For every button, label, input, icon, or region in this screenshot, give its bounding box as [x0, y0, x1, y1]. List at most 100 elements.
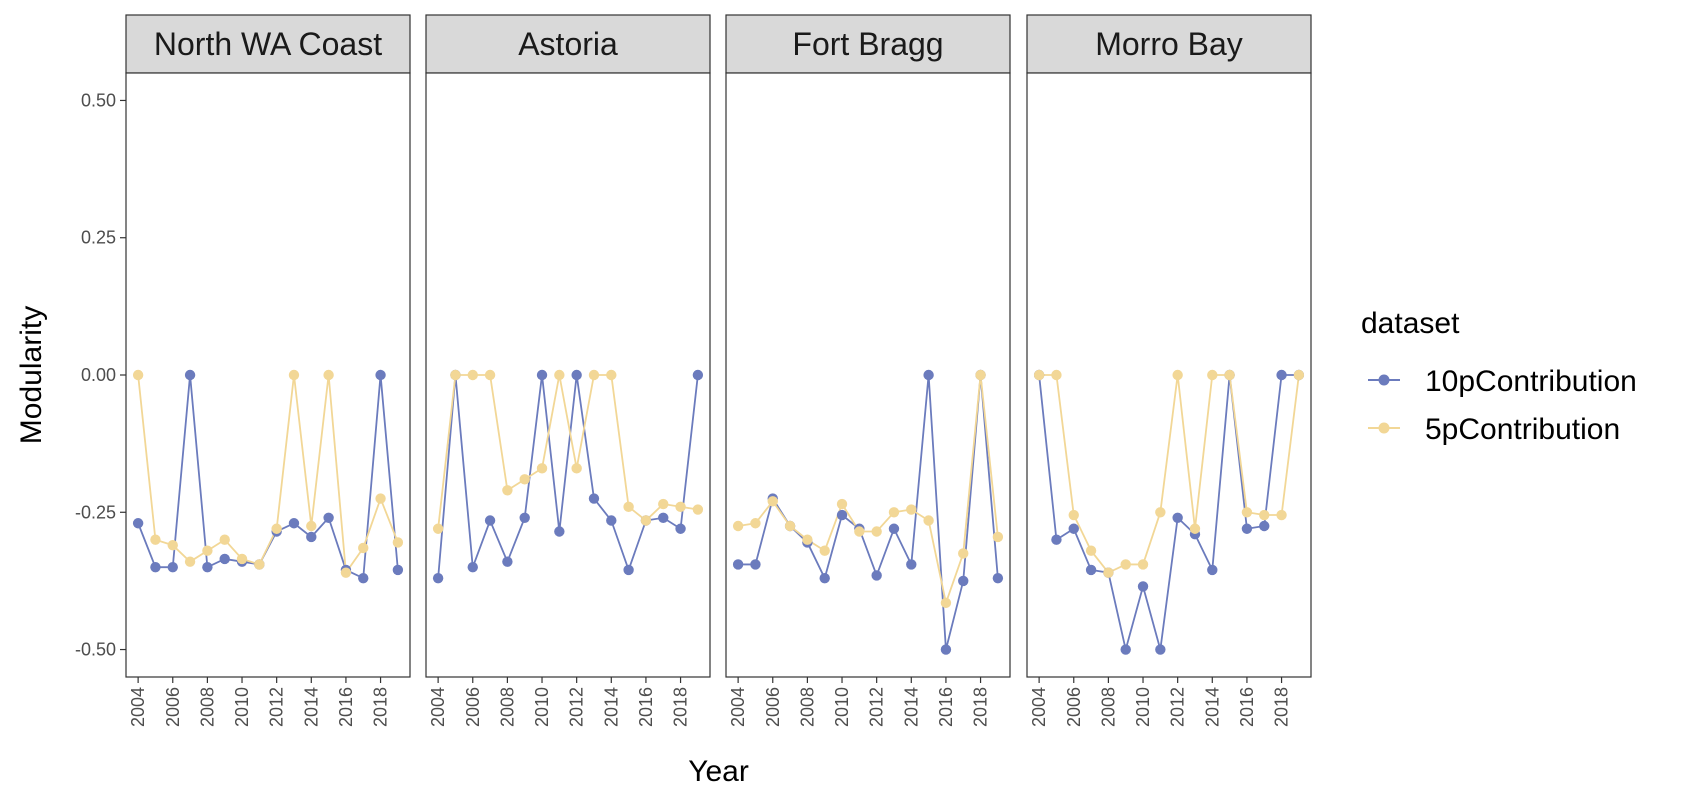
data-point-10pContribution — [1120, 644, 1131, 655]
series-line-10pContribution — [437, 374, 699, 579]
data-point-10pContribution — [1172, 512, 1183, 523]
data-point-5pContribution — [836, 498, 848, 510]
data-point-5pContribution — [1068, 509, 1079, 521]
data-point-5pContribution — [450, 369, 461, 381]
data-point-5pContribution — [750, 518, 761, 529]
data-point-5pContribution — [1172, 369, 1183, 381]
x-tick-label: 2016 — [936, 687, 956, 727]
x-tick-label: 2006 — [1064, 687, 1084, 727]
data-point-5pContribution — [906, 504, 917, 515]
facet-panels: North WA Coast 2004 2006 2008 2010 2012 2014 20… — [125, 14, 1312, 727]
legend-title: dataset — [1361, 307, 1460, 340]
data-point-5pContribution — [323, 369, 334, 381]
x-tick-label: 2004 — [128, 687, 148, 727]
data-point-5pContribution — [236, 553, 248, 565]
data-point-5pContribution — [484, 369, 496, 381]
data-point-10pContribution — [1241, 523, 1253, 534]
data-point-10pContribution — [732, 559, 744, 570]
x-tick-label: 2008 — [797, 687, 817, 727]
data-point-10pContribution — [906, 559, 917, 570]
facet-panel — [1026, 72, 1312, 678]
data-point-5pContribution — [658, 498, 669, 510]
x-tick-label: 2010 — [832, 687, 852, 727]
x-tick-label: 2008 — [497, 687, 517, 727]
data-point-10pContribution — [692, 369, 704, 381]
data-point-5pContribution — [940, 597, 952, 609]
data-point-5pContribution — [150, 534, 161, 545]
data-point-10pContribution — [519, 512, 530, 523]
data-point-5pContribution — [502, 485, 513, 496]
data-point-10pContribution — [819, 572, 830, 584]
x-tick-label: 2016 — [1237, 687, 1257, 727]
legend: dataset 10pContribution 5pContribution — [1361, 307, 1637, 446]
y-tick-label: -0.25 — [75, 502, 116, 522]
data-point-5pContribution — [871, 526, 882, 537]
y-axis: 0.50 0.25 0.00 -0.25 -0.50 — [75, 90, 126, 660]
facet-strip-bg — [1026, 14, 1312, 74]
data-point-10pContribution — [1051, 534, 1062, 545]
legend-label: 5pContribution — [1425, 413, 1620, 446]
data-point-10pContribution — [606, 515, 617, 526]
x-tick-label: 2016 — [336, 687, 356, 727]
series-line-10pContribution — [1038, 374, 1299, 650]
data-point-5pContribution — [1276, 509, 1287, 521]
data-point-5pContribution — [1207, 369, 1218, 381]
data-point-10pContribution — [375, 369, 386, 381]
y-tick-label: 0.00 — [81, 365, 116, 385]
data-point-5pContribution — [167, 540, 178, 551]
series-line-5pContribution — [137, 374, 399, 576]
data-point-10pContribution — [750, 559, 761, 570]
x-tick-label: 2018 — [371, 687, 391, 727]
facet-strip-bg — [425, 14, 711, 74]
facet-panel — [725, 72, 1011, 678]
data-point-5pContribution — [1103, 567, 1114, 578]
x-tick-label: 2008 — [1098, 687, 1118, 727]
data-point-5pContribution — [358, 542, 369, 554]
data-point-10pContribution — [432, 572, 444, 584]
data-point-5pContribution — [588, 369, 600, 381]
data-point-5pContribution — [536, 463, 548, 474]
data-point-10pContribution — [1155, 644, 1166, 655]
data-point-5pContribution — [888, 507, 900, 518]
data-point-10pContribution — [888, 523, 900, 534]
data-point-10pContribution — [623, 564, 634, 576]
x-tick-label: 2006 — [763, 687, 783, 727]
series-line-5pContribution — [437, 374, 699, 529]
data-point-5pContribution — [375, 493, 386, 504]
data-point-10pContribution — [306, 531, 317, 543]
data-point-5pContribution — [554, 369, 565, 381]
data-point-10pContribution — [588, 493, 600, 504]
data-point-5pContribution — [1137, 559, 1149, 570]
data-point-5pContribution — [288, 369, 300, 381]
legend-label: 10pContribution — [1425, 365, 1637, 398]
facet-strip-bg — [125, 14, 411, 74]
data-point-5pContribution — [784, 520, 796, 532]
data-point-10pContribution — [167, 561, 178, 573]
data-point-5pContribution — [132, 369, 144, 381]
data-point-10pContribution — [536, 369, 548, 381]
data-point-5pContribution — [392, 537, 404, 548]
data-point-10pContribution — [467, 561, 478, 573]
data-point-10pContribution — [940, 644, 952, 655]
x-tick-label: 2006 — [163, 687, 183, 727]
data-point-10pContribution — [288, 518, 300, 529]
data-point-5pContribution — [571, 463, 582, 474]
facet-title: Morro Bay — [1095, 26, 1243, 62]
y-tick-label: 0.50 — [81, 90, 116, 110]
x-tick-label: 2014 — [301, 687, 321, 727]
data-point-5pContribution — [606, 369, 617, 381]
x-tick-label: 2012 — [867, 687, 887, 727]
facet-title: North WA Coast — [154, 26, 382, 62]
facet-1: Astoria 2004 2006 2008 2010 2012 2014 2016 2018 — [425, 14, 711, 727]
data-point-5pContribution — [958, 548, 969, 559]
data-point-5pContribution — [1189, 523, 1201, 534]
data-point-10pContribution — [392, 564, 404, 576]
data-point-5pContribution — [767, 496, 778, 507]
data-point-10pContribution — [658, 512, 669, 523]
data-point-10pContribution — [1137, 581, 1149, 592]
data-point-5pContribution — [819, 545, 830, 556]
x-tick-label: 2004 — [1029, 687, 1049, 727]
x-tick-label: 2004 — [428, 687, 448, 727]
data-point-10pContribution — [1207, 564, 1218, 576]
